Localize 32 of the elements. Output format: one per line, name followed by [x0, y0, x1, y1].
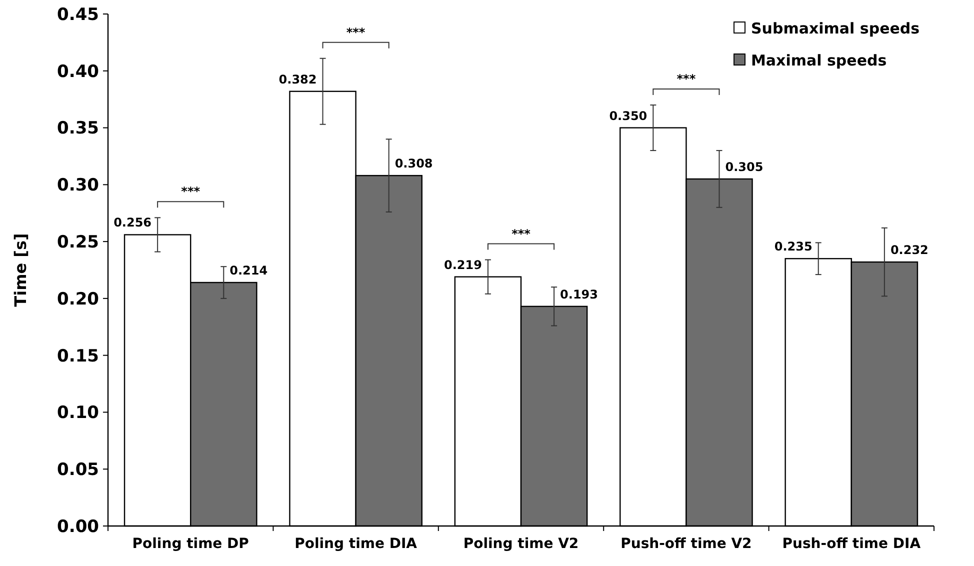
data-label: 0.256 — [114, 216, 152, 230]
annotation: *** — [181, 184, 201, 199]
y-tick-label: 0.35 — [57, 118, 99, 139]
y-tick-label: 0.40 — [57, 62, 100, 82]
data-label: 0.308 — [394, 156, 433, 171]
y-tick-label: 0.30 — [57, 176, 100, 196]
y-tick-label: 0.00 — [57, 516, 100, 537]
annotation: *** — [346, 25, 366, 40]
data-label: 0.382 — [278, 72, 317, 86]
data-label: 0.305 — [725, 160, 764, 174]
annotation: *** — [676, 72, 696, 86]
x-tick-label: Poling time DIA — [294, 536, 418, 552]
legend-label: Submaximal speeds — [751, 19, 920, 38]
x-tick-label: Poling time DP — [132, 536, 249, 552]
y-axis-title: Time [s] — [11, 233, 30, 307]
y-tick-label: 0.25 — [57, 232, 99, 253]
data-label: 0.232 — [890, 243, 928, 258]
data-label: 0.219 — [444, 258, 482, 272]
y-tick-label: 0.45 — [57, 4, 99, 25]
x-tick-label: Poling time V2 — [463, 536, 579, 552]
x-tick-label: Push-off time V2 — [620, 536, 752, 552]
y-tick-label: 0.10 — [57, 403, 100, 424]
data-label: 0.193 — [560, 287, 598, 302]
x-tick-label: Push-off time DIA — [782, 536, 921, 552]
legend-label: Maximal speeds — [751, 51, 887, 70]
y-tick-label: 0.20 — [57, 289, 100, 310]
data-label: 0.235 — [774, 240, 812, 254]
annotation: *** — [512, 226, 532, 241]
y-tick-label: 0.05 — [57, 460, 99, 480]
y-tick-label: 0.15 — [57, 346, 99, 366]
data-label: 0.350 — [609, 108, 648, 123]
data-label: 0.214 — [230, 264, 268, 278]
